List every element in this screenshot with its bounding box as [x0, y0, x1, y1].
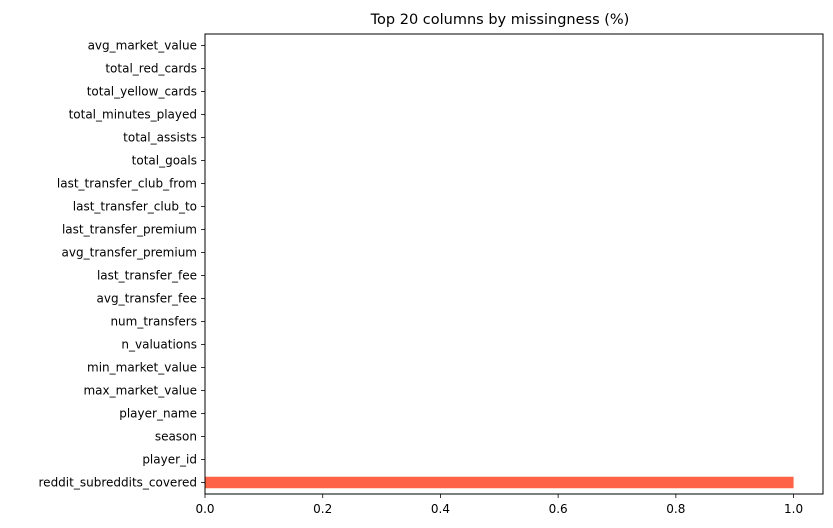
bars-group [205, 476, 794, 489]
chart-title: Top 20 columns by missingness (%) [370, 12, 630, 28]
y-tick-label: avg_transfer_fee [97, 292, 197, 306]
y-tick-label: n_valuations [121, 338, 197, 352]
x-tick-label: 0.4 [431, 502, 450, 516]
x-tick-label: 0.6 [549, 502, 568, 516]
y-tick-label: last_transfer_club_from [57, 177, 197, 191]
plot-frame [204, 33, 824, 495]
y-tick-label: total_red_cards [105, 62, 197, 76]
bar-reddit_subreddits_covered [205, 476, 794, 489]
x-axis-ticks: 0.0 0.2 0.4 0.6 0.8 1.0 [195, 494, 803, 516]
y-tick-label: player_id [142, 453, 197, 467]
x-tick-label: 0.2 [313, 502, 332, 516]
y-tick-label: avg_transfer_premium [62, 246, 197, 260]
y-tick-label: total_goals [132, 154, 197, 168]
y-tick-label: total_minutes_played [69, 108, 197, 122]
y-tick-label: last_transfer_fee [97, 269, 197, 283]
y-tick-label: min_market_value [87, 361, 197, 375]
x-tick-label: 1.0 [784, 502, 803, 516]
y-tick-label: season [155, 430, 197, 444]
y-tick-label: last_transfer_club_to [73, 200, 197, 214]
y-tick-label: max_market_value [83, 384, 197, 398]
y-tick-label: num_transfers [110, 315, 197, 329]
y-tick-label: player_name [119, 407, 197, 421]
y-tick-label: last_transfer_premium [62, 223, 197, 237]
x-tick-label: 0.8 [666, 502, 685, 516]
y-tick-label: total_yellow_cards [87, 85, 197, 99]
x-tick-label: 0.0 [195, 502, 214, 516]
y-tick-label: total_assists [123, 131, 197, 145]
y-tick-label: reddit_subreddits_covered [39, 476, 197, 490]
y-axis-ticks: avg_market_value total_red_cards total_yel… [39, 39, 205, 490]
y-tick-label: avg_market_value [88, 39, 197, 53]
